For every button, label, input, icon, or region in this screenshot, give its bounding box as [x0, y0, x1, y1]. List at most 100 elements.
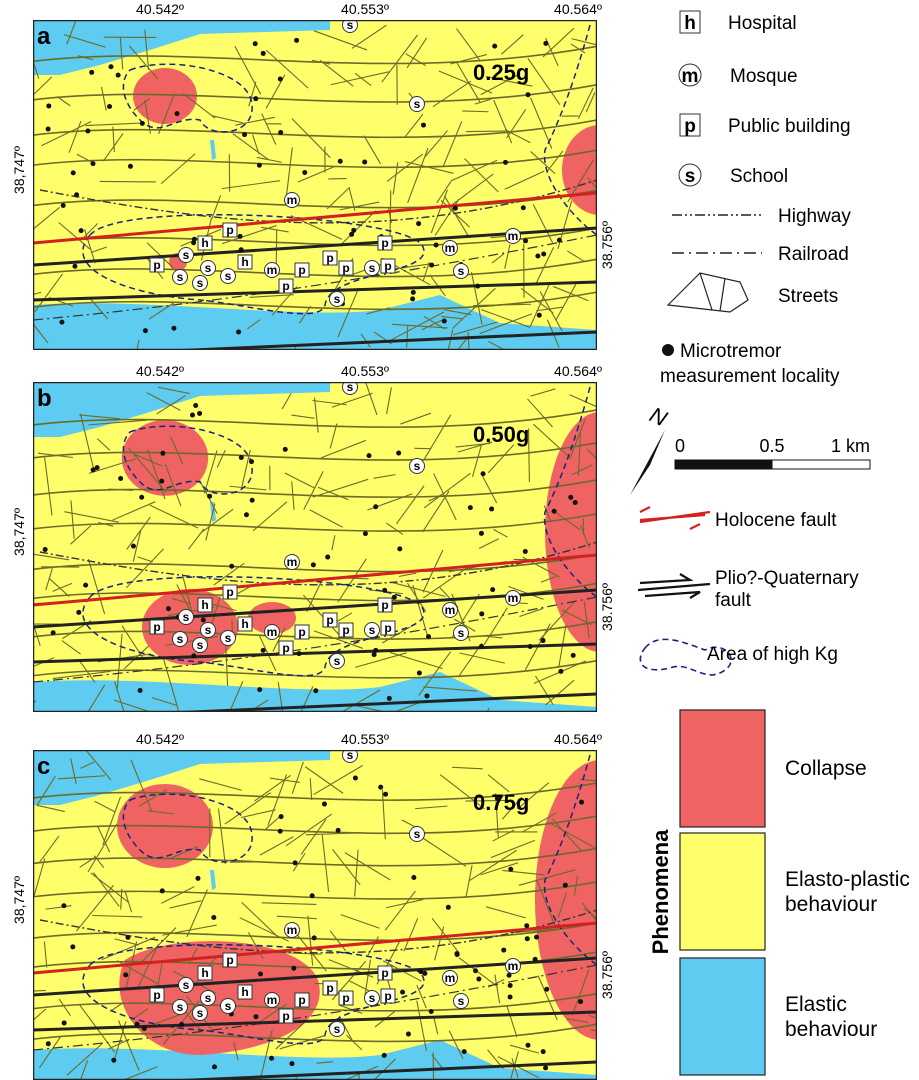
legend-symbol: h: [684, 13, 696, 34]
microtremor-point: [442, 318, 447, 323]
microtremor-point: [426, 634, 431, 639]
microtremor-point: [525, 936, 530, 941]
microtremor-point: [353, 775, 358, 780]
map-marker: s: [183, 248, 190, 262]
microtremor-point: [85, 129, 90, 134]
latitude-label: 38.756º: [599, 583, 615, 631]
microtremor-point: [142, 1026, 147, 1031]
microtremor-point: [373, 504, 378, 509]
microtremor-point: [383, 792, 388, 797]
microtremor-point: [525, 1043, 530, 1048]
map-marker: m: [287, 193, 298, 207]
microtremor-point: [61, 903, 66, 908]
map-marker: p: [153, 988, 160, 1002]
scale-label: 1 km: [831, 436, 870, 456]
microtremor-point: [400, 990, 405, 995]
microtremor-point: [128, 164, 133, 169]
microtremor-point: [140, 121, 145, 126]
map-marker: s: [458, 264, 465, 278]
microtremor-point: [193, 403, 198, 408]
microtremor-point: [490, 587, 495, 592]
map-marker: s: [458, 994, 465, 1008]
map-marker: m: [508, 959, 519, 973]
microtremor-point: [108, 64, 113, 69]
microtremor-point: [116, 73, 121, 78]
microtremor-point: [382, 1053, 387, 1058]
microtremor-point: [579, 800, 584, 805]
microtremor-point: [166, 606, 171, 611]
microtremor-point: [191, 653, 196, 658]
street: [475, 708, 489, 747]
map-marker: m: [287, 555, 298, 569]
map-marker: p: [384, 621, 391, 635]
microtremor-point: [535, 253, 540, 258]
map-marker: p: [153, 258, 160, 272]
map-marker: m: [508, 591, 519, 605]
collapse-zone: [562, 125, 638, 215]
microtremor-point: [278, 76, 283, 81]
legend-symbol: s: [685, 166, 696, 187]
microtremor-point: [434, 242, 439, 247]
microtremor-point: [541, 252, 546, 257]
microtremor-point: [392, 595, 397, 600]
longitude-label: 40.542º: [136, 363, 184, 379]
map-marker: s: [177, 1000, 184, 1014]
microtremor-point: [468, 505, 473, 510]
microtremor-point: [537, 313, 542, 318]
microtremor-point: [258, 972, 263, 977]
map-marker: p: [381, 236, 388, 250]
street: [466, 131, 505, 132]
microtremor-point: [322, 802, 327, 807]
microtremor-point: [479, 644, 484, 649]
microtremor-point: [283, 447, 288, 452]
microtremor-point: [524, 923, 529, 928]
map-marker: s: [205, 261, 212, 275]
microtremor-point: [195, 876, 200, 881]
microtremor-point: [291, 966, 296, 971]
microtremor-point: [312, 935, 317, 940]
microtremor-point: [297, 651, 302, 656]
microtremor-point: [410, 296, 415, 301]
microtremor-point: [229, 564, 234, 569]
map-marker: h: [201, 598, 208, 612]
microtremor-point: [417, 670, 422, 675]
collapse-zone: [122, 420, 208, 496]
microtremor-point: [46, 126, 51, 131]
microtremor-point: [372, 652, 377, 657]
microtremor-point: [533, 957, 538, 962]
longitude-label: 40.564º: [554, 1, 602, 17]
legend-label: Hospital: [728, 13, 797, 34]
map-marker: p: [298, 263, 305, 277]
street: [295, 345, 301, 384]
microtremor-point: [239, 247, 244, 252]
microtremor-point: [508, 867, 513, 872]
microtremor-point: [71, 170, 76, 175]
scale-bar-black: [675, 460, 772, 469]
pga-label: 0.75g: [473, 790, 529, 815]
map-marker: s: [183, 610, 190, 624]
map-marker: s: [334, 654, 341, 668]
microtremor-point: [59, 320, 64, 325]
map-marker: m: [287, 923, 298, 937]
microtremor-point: [261, 51, 266, 56]
legend-microtremor: [662, 344, 674, 356]
map-marker: s: [183, 978, 190, 992]
microtremor-point: [125, 935, 130, 940]
microtremor-point: [257, 687, 262, 692]
map-panel: ssmphspsssshmppppsppmsms: [0, 18, 638, 385]
pga-label: 0.50g: [473, 422, 529, 447]
pga-label: 0.25g: [473, 60, 529, 85]
scale-label: 0: [675, 436, 685, 456]
microtremor-point: [111, 1058, 116, 1063]
microtremor-point: [261, 648, 266, 653]
map-marker: s: [369, 261, 376, 275]
microtremor-point: [454, 951, 459, 956]
microtremor-point: [479, 531, 484, 536]
panel-label: b: [37, 385, 52, 412]
map-marker: p: [384, 259, 391, 273]
phenomena-label: Elastic: [785, 993, 847, 1016]
map-marker: s: [197, 276, 204, 290]
microtremor-point: [310, 893, 315, 898]
microtremor-point: [523, 238, 528, 243]
map-marker: s: [225, 269, 232, 283]
